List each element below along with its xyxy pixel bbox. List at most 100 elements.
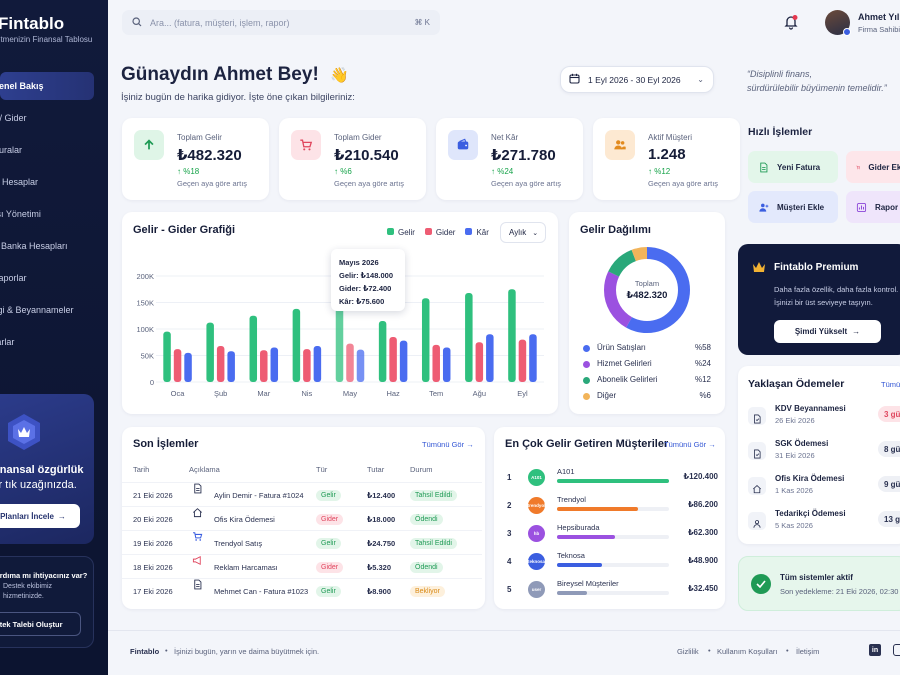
customer-amount: ₺120.400 [683, 472, 718, 481]
payments-see-all-link[interactable]: Tümünü Gör [881, 380, 900, 389]
upcoming-payments-card: Yaklaşan Ödemeler Tümünü Gör KDV Beyanna… [738, 366, 900, 544]
bar-gider-Şub[interactable] [216, 345, 225, 382]
sidebar-item-income-expense[interactable]: Gelir / Gider [0, 104, 94, 132]
list-item[interactable]: Tedarikçi Ödemesi 5 Kas 2026 13 gün [748, 507, 900, 537]
transactions-see-all-link[interactable]: Tümünü Gör → [422, 440, 474, 449]
period-select[interactable]: Aylık ⌄ [500, 222, 546, 243]
bar-kâr-Eyl[interactable] [529, 334, 537, 382]
list-item[interactable]: 3 hb Hepsiburada ₺62.300 [504, 523, 718, 549]
footer-link-terms[interactable]: Kullanım Koşulları [717, 647, 778, 656]
instagram-icon[interactable] [893, 644, 900, 656]
bar-kâr-Tem[interactable] [442, 347, 451, 382]
bar-kâr-Ağu[interactable] [486, 334, 494, 382]
bar-gelir-Tem[interactable] [421, 298, 430, 382]
bar-gelir-Mar[interactable] [249, 315, 258, 382]
customer-rank: 2 [507, 501, 512, 510]
bar-gelir-Eyl[interactable] [508, 289, 516, 382]
bar-kâr-Mar[interactable] [270, 347, 279, 382]
quick-action-1[interactable]: Gider Ekle [846, 151, 900, 183]
bar-gelir-Nis[interactable] [292, 308, 301, 382]
footer-link-privacy[interactable]: Gizlilik [677, 647, 699, 656]
distribution-legend-item: Abonelik Gelirleri %12 [583, 375, 713, 387]
quick-action-3[interactable]: Rapor Al [846, 191, 900, 223]
list-item[interactable]: Ofis Kira Ödemesi 1 Kas 2026 9 gün [748, 472, 900, 502]
table-row[interactable]: 21 Eki 2026 Aylin Demir - Fatura #1024 Gel… [122, 482, 482, 506]
bar-gider-Mar[interactable] [260, 350, 268, 382]
users-icon [605, 130, 635, 160]
arrow-up-icon: ↑ [491, 167, 498, 176]
bar-gelir-May[interactable] [335, 303, 344, 382]
tx-date: 18 Eki 2026 [133, 562, 173, 572]
report-icon [856, 202, 867, 213]
bar-gider-Oca[interactable] [173, 349, 182, 382]
list-item[interactable]: 1 A101 A101 ₺120.400 [504, 467, 718, 493]
stat-change-value: %24 [497, 167, 514, 176]
bar-kâr-Nis[interactable] [313, 345, 322, 382]
promo-button[interactable]: Planları İncele → [0, 504, 80, 528]
customers-see-all-link[interactable]: Tümünü Gör → [664, 440, 716, 449]
customer-logo: trendyol [528, 497, 545, 514]
notification-bell-icon[interactable] [783, 14, 799, 30]
list-item[interactable]: 4 teknosa Teknosa ₺48.900 [504, 551, 718, 577]
x-tick-label: Şub [214, 389, 227, 398]
donut-center-value: ₺482.320 [626, 290, 668, 301]
donut-slice-3[interactable] [604, 247, 690, 333]
sidebar-item-overview[interactable]: Genel Bakış [0, 72, 94, 100]
sidebar-item-label: Banka Hesaplar [0, 177, 39, 187]
table-row[interactable]: 20 Eki 2026 Ofis Kira Ödemesi Gider ₺18.000… [122, 506, 482, 530]
list-item[interactable]: 2 trendyol Trendyol ₺86.200 [504, 495, 718, 521]
bar-gelir-Şub[interactable] [206, 322, 214, 382]
stat-label: Net Kâr [491, 133, 519, 142]
top-customers-card: En Çok Gelir Getiren Müşteriler Tümünü G… [494, 427, 725, 609]
bar-gider-Ağu[interactable] [475, 342, 484, 382]
support-request-button[interactable]: Destek Talebi Oluştur [0, 612, 81, 636]
user-role: Firma Sahibi [858, 25, 900, 34]
table-row[interactable]: 18 Eki 2026 Reklam Harcaması Gider ₺5.320 Öd… [122, 554, 482, 578]
bar-kâr-May[interactable] [356, 349, 365, 382]
sidebar-item-reports[interactable]: Raporlar [0, 264, 94, 292]
help-title: Yardıma mı ihtiyacınız var? [0, 571, 88, 580]
sidebar-item-cashflow[interactable]: Nakit Akışı Yönetimi [0, 200, 94, 228]
quick-action-label: Gider Ekle [868, 162, 900, 172]
quick-action-0[interactable]: Yeni Fatura [748, 151, 838, 183]
customer-name: Hepsiburada [557, 523, 600, 532]
quick-action-label: Rapor Al [874, 202, 900, 212]
bar-gider-Nis[interactable] [303, 349, 311, 382]
avatar[interactable] [825, 10, 851, 36]
bar-gider-Tem[interactable] [432, 344, 440, 382]
upgrade-button[interactable]: Şimdi Yükselt → [774, 320, 881, 343]
table-row[interactable]: 17 Eki 2026 Mehmet Can - Fatura #1023 Geli… [122, 578, 482, 602]
list-item[interactable]: KDV Beyannamesi 26 Eki 2026 3 gün [748, 402, 900, 432]
search-input[interactable]: Ara... (fatura, müşteri, işlem, rapor) ⌘… [122, 10, 440, 35]
bar-kâr-Haz[interactable] [399, 340, 408, 382]
bar-gider-Haz[interactable] [389, 336, 397, 382]
sidebar-item-invoices[interactable]: Faturalar [0, 136, 94, 164]
bar-gelir-Ağu[interactable] [465, 292, 473, 382]
bar-gider-Eyl[interactable] [518, 339, 527, 382]
footer-link-contact[interactable]: İletişim [796, 647, 820, 656]
stat-note: Geçen aya göre artış [334, 179, 405, 188]
date-range-picker[interactable]: 1 Eyl 2026 - 30 Eyl 2026 ⌄ [560, 66, 714, 93]
sidebar-item-tax[interactable]: Vergi & Beyannameler [0, 296, 94, 324]
donut-slice-1[interactable] [604, 247, 690, 333]
payment-date: 1 Kas 2026 [775, 486, 813, 495]
bar-gelir-Haz[interactable] [378, 321, 387, 382]
bar-gider-May[interactable] [346, 343, 354, 382]
tx-description: Aylin Demir - Fatura #1024 [214, 490, 304, 500]
quick-action-2[interactable]: Müşteri Ekle [748, 191, 838, 223]
linkedin-icon[interactable]: in [869, 644, 881, 656]
bar-gelir-Oca[interactable] [163, 331, 171, 382]
premium-title: Fintablo Premium [774, 262, 859, 273]
list-item[interactable]: 5 user Bireysel Müşteriler ₺32.450 [504, 579, 718, 605]
tx-date: 19 Eki 2026 [133, 538, 173, 548]
stat-note: Geçen aya göre artış [648, 179, 719, 188]
sidebar-item-cash-bank[interactable]: Kasa Banka Hesapları [0, 232, 94, 260]
list-item[interactable]: SGK Ödemesi 31 Eki 2026 8 gün [748, 437, 900, 467]
bar-kâr-Şub[interactable] [227, 351, 235, 382]
customer-share-bar [557, 507, 638, 511]
sidebar-item-settings[interactable]: Ayarlar [0, 328, 94, 356]
sidebar-item-bank-accounts[interactable]: Banka Hesaplar [0, 168, 94, 196]
arrow-right-icon: → [466, 440, 474, 449]
table-row[interactable]: 19 Eki 2026 Trendyol Satış Gelir ₺24.750 Tah… [122, 530, 482, 554]
bar-kâr-Oca[interactable] [184, 352, 192, 382]
